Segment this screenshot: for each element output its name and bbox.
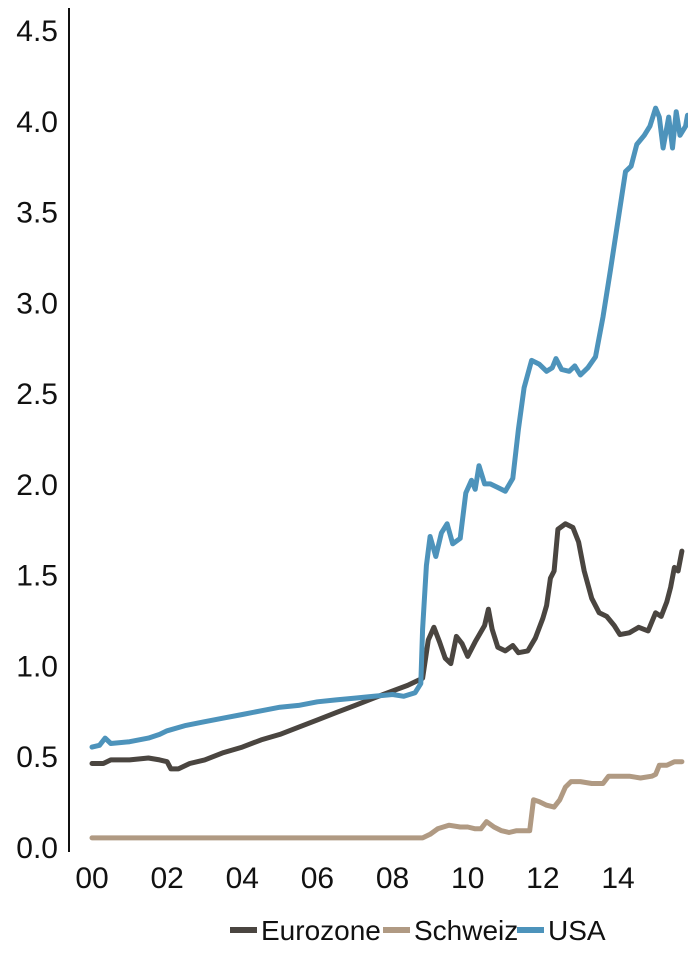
y-tick-label: 1.0 (16, 650, 58, 683)
x-tick-label: 08 (376, 862, 409, 895)
x-tick-label: 04 (226, 862, 259, 895)
series-layer (89, 105, 688, 841)
y-tick-label: 3.5 (16, 197, 58, 230)
x-tick-label: 00 (75, 862, 108, 895)
legend: Eurozone Schweiz USA (230, 915, 606, 946)
legend-label-usa: USA (548, 915, 606, 946)
y-tick-label: 1.5 (16, 560, 58, 593)
x-tick-label: 12 (526, 862, 559, 895)
legend-label-eurozone: Eurozone (261, 915, 381, 946)
x-tick-label: 14 (601, 862, 634, 895)
series-line-usa (89, 105, 688, 750)
x-axis-ticks: 00 02 04 06 08 10 12 14 (75, 862, 634, 895)
y-axis-ticks: 0.0 0.5 1.0 1.5 2.0 2.5 3.0 3.5 4.0 4.5 (16, 15, 58, 865)
y-tick-label: 0.5 (16, 741, 58, 774)
y-tick-label: 2.5 (16, 378, 58, 411)
y-tick-label: 0.0 (16, 832, 58, 865)
series-line-eurozone (89, 521, 685, 772)
x-tick-label: 06 (301, 862, 334, 895)
x-tick-label: 02 (150, 862, 183, 895)
x-tick-label: 10 (451, 862, 484, 895)
legend-label-schweiz: Schweiz (414, 915, 518, 946)
y-tick-label: 4.0 (16, 106, 58, 139)
series-line-schweiz (89, 759, 685, 841)
y-tick-label: 4.5 (16, 15, 58, 48)
y-tick-label: 3.0 (16, 287, 58, 320)
y-tick-label: 2.0 (16, 469, 58, 502)
